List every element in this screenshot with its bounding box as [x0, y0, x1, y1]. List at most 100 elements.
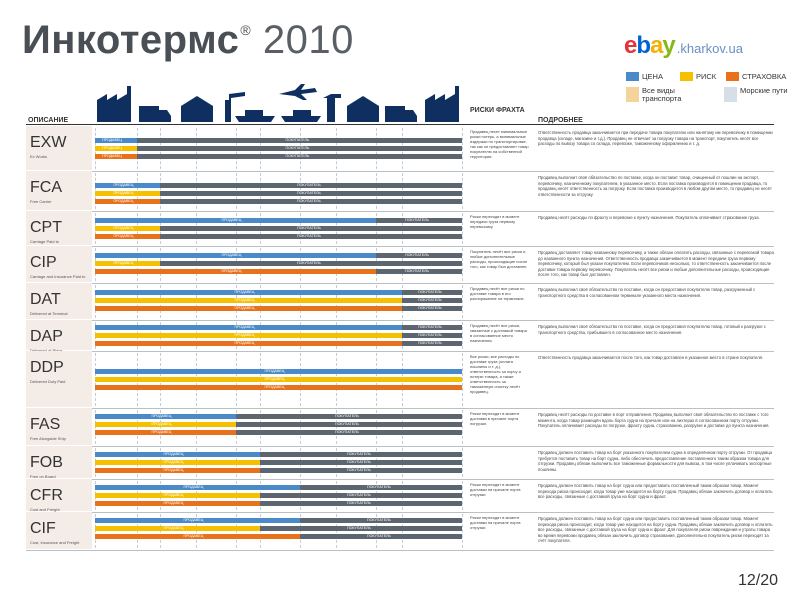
- freight-risk-text: Риски переходят в момент доставки в прич…: [470, 411, 520, 426]
- freight-risk-text: Риски переходят в момент передачи груза …: [470, 214, 520, 229]
- grid-line: [462, 448, 463, 477]
- bar-label: ПРОДАВЕЦ: [221, 269, 242, 273]
- legend-risk-label: РИСК: [696, 72, 717, 81]
- bar-label: ПРОДАВЕЦ: [113, 191, 134, 195]
- row-divider: [26, 211, 774, 212]
- freight-risk-text: Продавец несёт все риски по доставке тов…: [470, 286, 525, 301]
- bar-label: ПОКУПАТЕЛЬ: [367, 534, 391, 538]
- grid-line: [196, 514, 197, 548]
- term-name: Free Carrier: [30, 199, 52, 204]
- grid-line: [160, 514, 161, 548]
- term-code: FAS: [30, 416, 61, 433]
- bar-label: ПРОДАВЕЦ: [151, 430, 172, 434]
- bar-label: ПОКУПАТЕЛЬ: [347, 468, 371, 472]
- seller-bar-bar: ПОКУПАТЕЛЬ: [137, 146, 462, 151]
- bar-label: ПОКУПАТЕЛЬ: [418, 298, 442, 302]
- sea-swatch: [724, 87, 737, 102]
- bar-label: ПРОДАВЕЦ: [234, 306, 255, 310]
- header-divider: [26, 124, 774, 125]
- bar-label: ПОКУПАТЕЛЬ: [285, 146, 310, 150]
- row-divider: [26, 351, 774, 352]
- risk-bar: ПРОДАВЕЦ: [95, 298, 402, 303]
- risk-bar: ПРОДАВЕЦ: [95, 460, 260, 465]
- bar-label: ПРОДАВЕЦ: [151, 422, 172, 426]
- row-divider: [26, 283, 774, 284]
- insurance-bar: ПРОДАВЕЦ: [95, 501, 260, 506]
- bar-label: ПОКУПАТЕЛЬ: [335, 422, 359, 426]
- bar-label: ПРОДАВЕЦ: [183, 518, 204, 522]
- logo-letter-y: y: [662, 32, 675, 59]
- term-details-text: Продавец несёт расходы по фрахту и перев…: [538, 215, 760, 220]
- bar-label: ПРОДАВЕЦ: [264, 377, 285, 381]
- header-description: ОПИСАНИЕ: [28, 117, 69, 124]
- term-details-text: Продавец должен поставить товар на борт …: [538, 483, 773, 499]
- logo-letter-e: e: [624, 32, 637, 59]
- transport-icons: [97, 84, 459, 122]
- seller-bar-bar: ПОКУПАТЕЛЬ: [236, 430, 462, 435]
- term-details-text: Продавец должен поставить товар на борт …: [538, 516, 773, 543]
- term-details-text: Продавец выполнил своё обязательство по …: [538, 287, 756, 298]
- freight-risk-text: Все риски, все расходы по доставке груза…: [470, 354, 521, 394]
- risk-bar: ПРОДАВЕЦ: [95, 422, 236, 427]
- bar-label: ПРОДАВЕЦ: [221, 218, 242, 222]
- term-details-text: Продавец несёт расходы по доставке в пор…: [538, 412, 770, 428]
- insurance-bar: ПРОДАВЕЦ: [95, 154, 137, 159]
- seller-bar-bar: ПОКУПАТЕЛЬ: [402, 306, 462, 311]
- seller-bar-bar: ПОКУПАТЕЛЬ: [402, 290, 462, 295]
- freight-risk-text: Покупатель несёт все риски и любые допол…: [470, 249, 528, 269]
- seller-bar-bar: ПОКУПАТЕЛЬ: [160, 226, 462, 231]
- logo-site: .kharkov.ua: [676, 41, 743, 56]
- term-name: Free on Board: [30, 474, 56, 479]
- bar-label: ПОКУПАТЕЛЬ: [367, 485, 391, 489]
- seller-bar-bar: ПОКУПАТЕЛЬ: [376, 253, 462, 258]
- term-name: Cost, Insurance and Freight: [30, 540, 80, 545]
- bar-label: ПОКУПАТЕЛЬ: [297, 234, 321, 238]
- freight-risk-text: Риски переходят в момент доставки на при…: [470, 515, 521, 530]
- price-bar: ПРОДАВЕЦ: [95, 518, 300, 523]
- term-details-text: Ответственность продавца заканчивается п…: [538, 355, 764, 360]
- grid-line: [300, 410, 301, 444]
- grid-line: [236, 514, 237, 548]
- seller-bar-bar: ПОКУПАТЕЛЬ: [300, 518, 462, 523]
- grid-line: [236, 410, 237, 444]
- bar-label: ПОКУПАТЕЛЬ: [297, 226, 321, 230]
- seller-bar-bar: ПОКУПАТЕЛЬ: [260, 468, 462, 473]
- term-code-cell: CIF Cost, Insurance and Freight: [26, 512, 92, 549]
- grid-line: [137, 514, 138, 548]
- bar-label: ПРОДАВЕЦ: [163, 501, 184, 505]
- term-name: Delivered at Place: [30, 348, 62, 353]
- insurance-bar: ПРОДАВЕЦ: [95, 341, 402, 346]
- grid-line: [196, 410, 197, 444]
- price-swatch: [626, 72, 639, 81]
- seller-bar-bar: ПОКУПАТЕЛЬ: [160, 261, 462, 266]
- term-code: DAP: [30, 328, 63, 345]
- seller-bar-bar: ПОКУПАТЕЛЬ: [160, 191, 462, 196]
- bar-label: ПОКУПАТЕЛЬ: [285, 138, 310, 142]
- insurance-swatch: [726, 72, 739, 81]
- seller-bar-bar: ПОКУПАТЕЛЬ: [402, 333, 462, 338]
- legend-sea-label: Морские пути: [740, 86, 788, 95]
- grid-line: [336, 410, 337, 444]
- freight-risk-text: Продавец несет минимальные риски потерь,…: [470, 129, 529, 159]
- bar-label: ПРОДАВЕЦ: [113, 261, 134, 265]
- term-code: FCA: [30, 179, 62, 196]
- row-divider: [26, 171, 774, 172]
- crane-icon-2: [323, 94, 341, 122]
- grid-line: [260, 514, 261, 548]
- term-code-cell: DAT Delivered at Terminal: [26, 283, 92, 319]
- row-divider: [26, 246, 774, 247]
- grid-line: [462, 248, 463, 281]
- grid-line: [137, 410, 138, 444]
- grid-line: [300, 514, 301, 548]
- factory-icon: [97, 86, 131, 122]
- seller-bar-bar: ПОКУПАТЕЛЬ: [137, 154, 462, 159]
- legend-all-transport: Все виды транспорта: [626, 87, 696, 103]
- seller-bar-bar: ПОКУПАТЕЛЬ: [260, 460, 462, 465]
- freight-risk-text: Риски переходят в момент доставки на при…: [470, 482, 521, 497]
- bar-label: ПОКУПАТЕЛЬ: [347, 460, 371, 464]
- insurance-bar: ПРОДАВЕЦ: [95, 199, 160, 204]
- term-code: DAT: [30, 291, 61, 308]
- term-code-cell: EXW Ex Works: [26, 126, 92, 170]
- row-divider: [26, 446, 774, 447]
- legend-transport-label: Все виды транспорта: [642, 86, 682, 103]
